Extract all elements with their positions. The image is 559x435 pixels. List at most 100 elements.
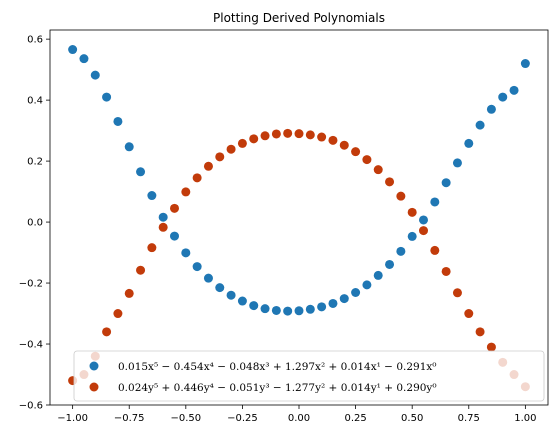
data-point bbox=[170, 203, 179, 213]
data-point bbox=[102, 327, 112, 337]
legend-label: 0.024y⁵ + 0.446y⁴ − 0.051y³ − 1.277y² + … bbox=[118, 382, 437, 394]
data-point bbox=[226, 290, 236, 300]
data-point bbox=[124, 142, 134, 152]
data-point bbox=[464, 309, 474, 319]
data-point bbox=[237, 138, 247, 148]
data-point bbox=[373, 270, 383, 280]
data-point bbox=[452, 288, 462, 298]
y-tick-label: −0.2 bbox=[19, 279, 43, 290]
data-point bbox=[249, 134, 259, 144]
data-point bbox=[362, 280, 372, 290]
y-tick-label: 0.2 bbox=[27, 157, 43, 168]
data-point bbox=[317, 132, 327, 142]
y-tick-label: 0.0 bbox=[27, 218, 43, 229]
data-point bbox=[136, 265, 146, 275]
data-point bbox=[486, 342, 496, 352]
data-point bbox=[181, 248, 191, 258]
data-point bbox=[113, 309, 123, 319]
plot-frame bbox=[49, 29, 549, 406]
data-point bbox=[351, 147, 361, 157]
data-point bbox=[271, 305, 281, 315]
data-point bbox=[260, 304, 270, 314]
data-point bbox=[124, 288, 134, 298]
data-point bbox=[305, 304, 315, 314]
x-tick-label: −0.25 bbox=[227, 413, 258, 424]
data-point bbox=[396, 246, 406, 256]
data-point bbox=[136, 167, 146, 177]
data-point bbox=[158, 212, 168, 222]
data-point bbox=[294, 306, 304, 316]
data-point bbox=[339, 294, 349, 304]
legend-label: 0.015x⁵ − 0.454x⁴ − 0.048x³ + 1.297x² + … bbox=[118, 361, 437, 373]
y-tick-label: −0.6 bbox=[19, 401, 43, 412]
x-tick-label: 0.25 bbox=[344, 413, 366, 424]
data-point bbox=[498, 92, 508, 102]
data-point bbox=[328, 298, 338, 308]
series-2 bbox=[68, 128, 530, 392]
data-point bbox=[79, 54, 89, 64]
data-point bbox=[158, 222, 168, 232]
legend-frame bbox=[73, 350, 545, 402]
data-point bbox=[203, 161, 213, 171]
legend-marker bbox=[89, 361, 99, 371]
y-axis: −0.6 −0.4 −0.2 0.0 0.2 0.4 0.6 bbox=[19, 35, 50, 412]
data-point bbox=[260, 131, 270, 141]
x-tick-label: 1.00 bbox=[514, 413, 536, 424]
data-point bbox=[385, 177, 395, 187]
data-point bbox=[339, 140, 349, 150]
data-point bbox=[475, 327, 485, 337]
y-tick-label: −0.4 bbox=[19, 340, 43, 351]
data-point bbox=[283, 128, 293, 138]
x-tick-label: 0.00 bbox=[288, 413, 310, 424]
data-point bbox=[520, 59, 530, 69]
data-point bbox=[430, 197, 440, 207]
data-point bbox=[181, 187, 191, 197]
data-point bbox=[192, 262, 202, 272]
data-point bbox=[509, 85, 519, 95]
x-tick-label: 0.75 bbox=[458, 413, 480, 424]
data-point bbox=[113, 116, 123, 126]
x-tick-label: 0.50 bbox=[401, 413, 423, 424]
data-point bbox=[452, 158, 462, 168]
data-point bbox=[464, 138, 474, 148]
data-point bbox=[170, 231, 179, 241]
data-point bbox=[294, 129, 304, 139]
data-point bbox=[215, 152, 225, 162]
data-point bbox=[407, 207, 417, 217]
data-point bbox=[475, 120, 485, 130]
data-point bbox=[362, 155, 372, 165]
data-point bbox=[215, 283, 225, 293]
data-point bbox=[385, 259, 395, 269]
data-point bbox=[147, 243, 157, 253]
data-point bbox=[68, 45, 78, 55]
x-tick-label: −0.75 bbox=[114, 413, 145, 424]
data-point bbox=[441, 178, 451, 188]
series-1 bbox=[68, 45, 530, 316]
data-point bbox=[147, 191, 157, 201]
data-point bbox=[102, 92, 112, 102]
data-point bbox=[192, 173, 202, 183]
data-point bbox=[237, 296, 247, 306]
legend-marker bbox=[89, 382, 99, 392]
data-point bbox=[90, 70, 100, 80]
data-point bbox=[486, 104, 496, 114]
data-point bbox=[430, 245, 440, 255]
data-point bbox=[419, 226, 428, 236]
data-point bbox=[283, 306, 293, 316]
data-point bbox=[317, 302, 327, 312]
data-point bbox=[203, 273, 213, 283]
x-tick-label: −0.50 bbox=[170, 413, 201, 424]
data-point bbox=[249, 301, 259, 311]
data-point bbox=[305, 130, 315, 140]
x-tick-label: −1.00 bbox=[57, 413, 88, 424]
series-layer bbox=[68, 45, 530, 392]
chart-title: Plotting Derived Polynomials bbox=[213, 11, 385, 25]
data-point bbox=[226, 144, 236, 154]
data-point bbox=[419, 215, 428, 225]
data-point bbox=[328, 135, 338, 145]
y-tick-label: 0.6 bbox=[27, 35, 43, 46]
data-point bbox=[407, 231, 417, 241]
data-point bbox=[441, 266, 451, 276]
legend: 0.015x⁵ − 0.454x⁴ − 0.048x³ + 1.297x² + … bbox=[73, 350, 545, 402]
